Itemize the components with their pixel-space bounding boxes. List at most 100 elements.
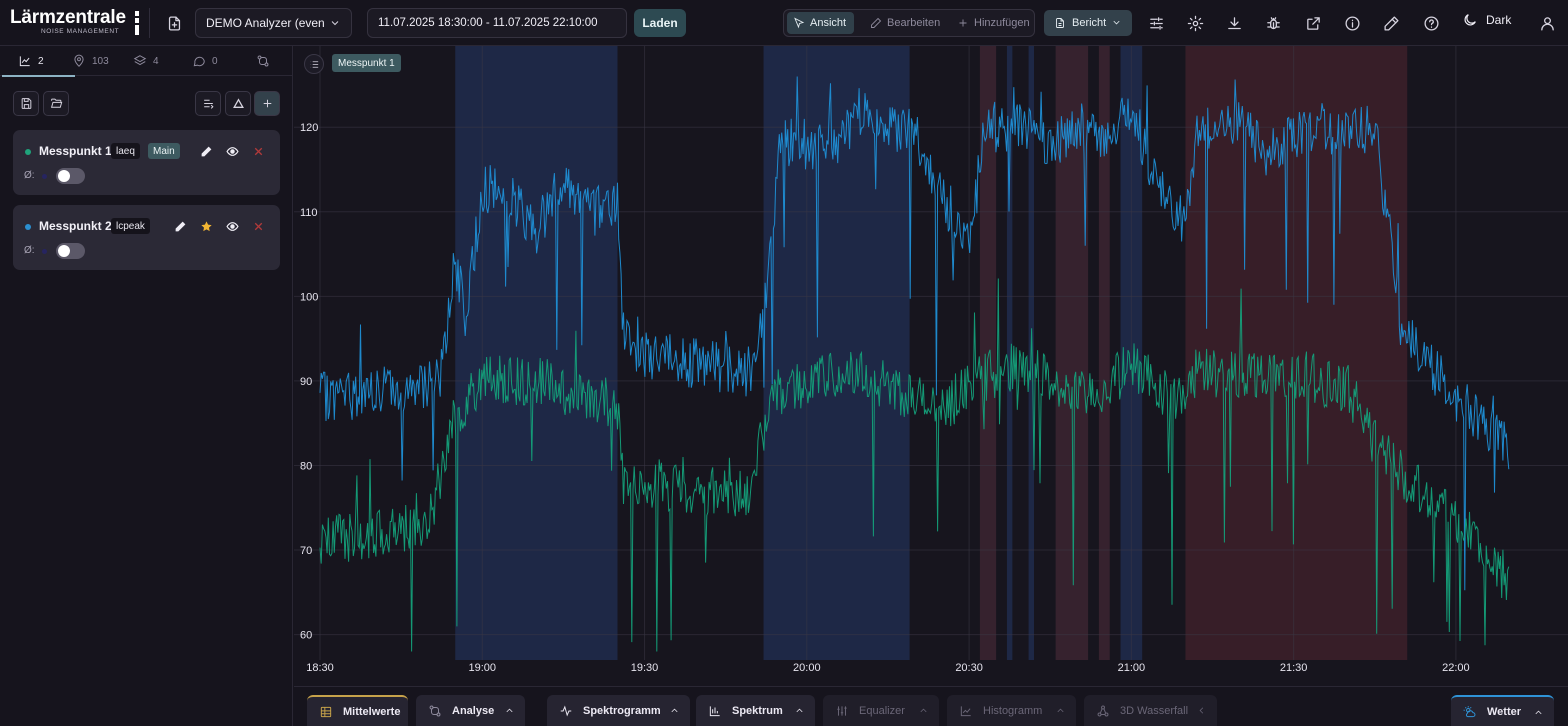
edit-series-button[interactable] xyxy=(172,218,188,234)
add-series-button[interactable] xyxy=(254,91,280,116)
y-tick-label: 110 xyxy=(300,207,318,219)
user-icon[interactable] xyxy=(1537,13,1557,33)
tab-label: Histogramm xyxy=(983,705,1043,717)
eye-icon xyxy=(225,146,239,156)
tab-compare[interactable] xyxy=(256,46,276,76)
remove-series-button[interactable] xyxy=(250,218,266,234)
chevron-up-icon xyxy=(506,708,513,713)
toggle-visibility-button[interactable] xyxy=(224,218,240,234)
save-icon xyxy=(21,98,31,109)
y-tick-label: 120 xyxy=(300,122,318,134)
edit-series-button[interactable] xyxy=(198,143,214,159)
time-series-chart[interactable]: 60 70 80 90 100 110 120 18:30 19:00 19:30 20:00 20:… xyxy=(294,46,1568,686)
mode-add-button[interactable]: Hinzufügen xyxy=(951,12,1038,34)
tab-locations[interactable]: 103 xyxy=(72,46,109,76)
mode-add-label: Hinzufügen xyxy=(974,17,1030,29)
remove-series-button[interactable] xyxy=(250,143,266,159)
x-tick-label: 22:00 xyxy=(1442,662,1470,674)
gear-icon[interactable] xyxy=(1185,13,1205,33)
open-folder-button[interactable] xyxy=(43,91,69,116)
tab-layers-count: 4 xyxy=(153,55,159,67)
plus-icon xyxy=(263,99,271,108)
collapse-list-button[interactable] xyxy=(195,91,221,116)
sidebar: 2 103 4 0 xyxy=(0,46,293,726)
bug-icon[interactable] xyxy=(1263,13,1283,33)
tab-label: 3D Wasserfall xyxy=(1120,705,1189,717)
y-tick-label: 90 xyxy=(300,376,312,388)
save-button[interactable] xyxy=(13,91,39,116)
download-icon[interactable] xyxy=(1224,13,1244,33)
tab-3d-wasserfall[interactable]: 3D Wasserfall xyxy=(1084,695,1217,726)
toggle-visibility-button[interactable] xyxy=(224,143,240,159)
network-icon xyxy=(1097,705,1109,717)
compare-icon xyxy=(257,55,269,67)
edit-pencil-icon[interactable] xyxy=(1381,13,1401,33)
tab-label: Wetter xyxy=(1487,706,1522,718)
mode-view-button[interactable]: Ansicht xyxy=(787,12,855,34)
chevron-up-icon xyxy=(1057,708,1064,713)
weather-icon xyxy=(1463,706,1476,718)
date-range-value: 11.07.2025 18:30:00 - 11.07.2025 22:10:0… xyxy=(378,17,598,29)
legend-chip[interactable]: Messpunkt 1 xyxy=(332,54,401,72)
mode-edit-label: Bearbeiten xyxy=(887,17,941,29)
tab-spektrum[interactable]: Spektrum xyxy=(696,695,815,726)
tab-charts[interactable]: 2 xyxy=(2,46,75,77)
tab-layers[interactable]: 4 xyxy=(133,46,159,76)
tab-comments[interactable]: 0 xyxy=(192,46,218,76)
series-card-messpunkt-1[interactable]: Messpunkt 1 laeq Main Ø: xyxy=(13,130,280,195)
tab-mittelwerte[interactable]: Mittelwerte xyxy=(307,695,408,726)
top-toolbar: Lärmzentrale NOISE MANAGEMENT DEMO Analy… xyxy=(0,0,1568,46)
tab-comments-count: 0 xyxy=(212,55,218,67)
favorite-button[interactable] xyxy=(198,218,214,234)
date-range-input[interactable]: 11.07.2025 18:30:00 - 11.07.2025 22:10:0… xyxy=(367,8,627,38)
series-card-messpunkt-2[interactable]: Messpunkt 2 lcpeak Ø: xyxy=(13,205,280,270)
chevron-up-icon xyxy=(671,708,678,713)
pulse-icon xyxy=(560,705,572,717)
x-tick-label: 19:00 xyxy=(469,662,497,674)
chevron-left-icon xyxy=(1199,707,1204,714)
tab-wetter[interactable]: Wetter xyxy=(1451,695,1554,726)
analyzer-select[interactable]: DEMO Analyzer (even xyxy=(195,8,352,38)
external-link-icon[interactable] xyxy=(1303,13,1323,33)
x-tick-label: 21:30 xyxy=(1280,662,1308,674)
new-file-icon[interactable] xyxy=(164,13,184,33)
report-label: Bericht xyxy=(1072,17,1107,29)
tab-analyse[interactable]: Analyse xyxy=(416,695,525,726)
mode-edit-button[interactable]: Bearbeiten xyxy=(864,12,948,34)
cursor-icon xyxy=(794,17,805,29)
list-icon xyxy=(310,60,318,68)
chart-area[interactable]: 60 70 80 90 100 110 120 18:30 19:00 19:30 20:00 20:… xyxy=(294,46,1568,686)
average-label: Ø: xyxy=(24,170,35,181)
series-color-dot xyxy=(25,149,31,155)
series-metric-tag: lcpeak xyxy=(111,218,150,234)
shaded-band-6 xyxy=(1098,46,1110,660)
chevron-up-icon xyxy=(920,708,927,713)
tab-charts-count: 2 xyxy=(38,55,44,67)
series-main-tag: Main xyxy=(148,143,180,159)
average-toggle[interactable] xyxy=(56,168,85,184)
plus-icon xyxy=(959,19,967,27)
delta-button[interactable] xyxy=(225,91,251,116)
sidebar-tabs: 2 103 4 0 xyxy=(0,46,293,77)
tab-equalizer[interactable]: Equalizer xyxy=(823,695,939,726)
logo-name: Lärmzentrale xyxy=(10,7,126,28)
x-tick-label: 20:00 xyxy=(793,662,821,674)
tab-locations-count: 103 xyxy=(92,55,109,67)
tab-label: Mittelwerte xyxy=(343,706,401,718)
help-icon[interactable] xyxy=(1421,13,1441,33)
average-color-dot xyxy=(42,249,47,254)
logo-bars-icon xyxy=(135,11,140,35)
tab-spektrogramm[interactable]: Spektrogramm xyxy=(547,695,690,726)
load-button[interactable]: Laden xyxy=(634,9,686,37)
info-icon[interactable] xyxy=(1342,13,1362,33)
report-button[interactable]: Bericht xyxy=(1044,10,1132,36)
app-logo[interactable]: Lärmzentrale NOISE MANAGEMENT xyxy=(10,7,139,38)
legend-toggle-button[interactable] xyxy=(304,54,324,74)
tab-label: Spektrogramm xyxy=(583,705,661,717)
tab-histogramm[interactable]: Histogramm xyxy=(947,695,1076,726)
theme-toggle[interactable]: Dark xyxy=(1462,12,1511,28)
close-icon xyxy=(254,147,262,155)
average-toggle[interactable] xyxy=(56,243,85,259)
sliders-icon[interactable] xyxy=(1146,13,1166,33)
y-tick-label: 60 xyxy=(300,630,312,642)
